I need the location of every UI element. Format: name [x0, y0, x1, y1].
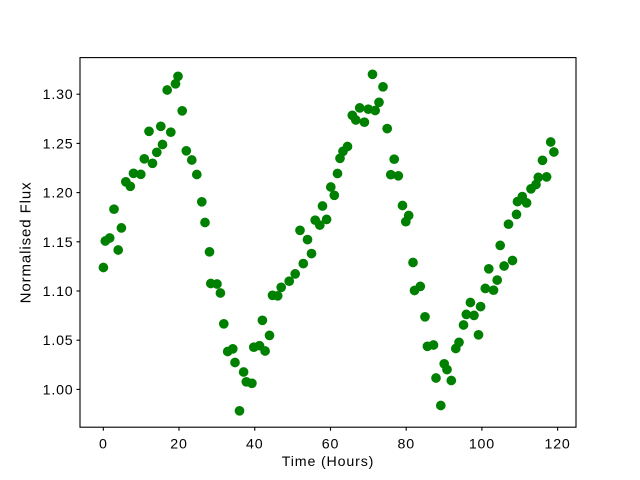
svg-text:1.15: 1.15 — [43, 235, 74, 251]
svg-text:0: 0 — [99, 436, 108, 452]
svg-text:20: 20 — [170, 436, 187, 452]
svg-text:1.05: 1.05 — [43, 333, 74, 349]
svg-text:40: 40 — [246, 436, 263, 452]
svg-text:60: 60 — [322, 436, 339, 452]
svg-text:80: 80 — [398, 436, 415, 452]
svg-text:Time (Hours): Time (Hours) — [282, 454, 374, 470]
svg-text:120: 120 — [545, 436, 571, 452]
svg-text:Normalised Flux: Normalised Flux — [18, 181, 35, 303]
svg-text:1.10: 1.10 — [43, 284, 74, 300]
svg-text:1.00: 1.00 — [43, 382, 74, 398]
svg-text:100: 100 — [469, 436, 495, 452]
svg-text:1.20: 1.20 — [43, 186, 74, 202]
svg-text:1.25: 1.25 — [43, 136, 74, 152]
svg-text:1.30: 1.30 — [43, 87, 74, 103]
